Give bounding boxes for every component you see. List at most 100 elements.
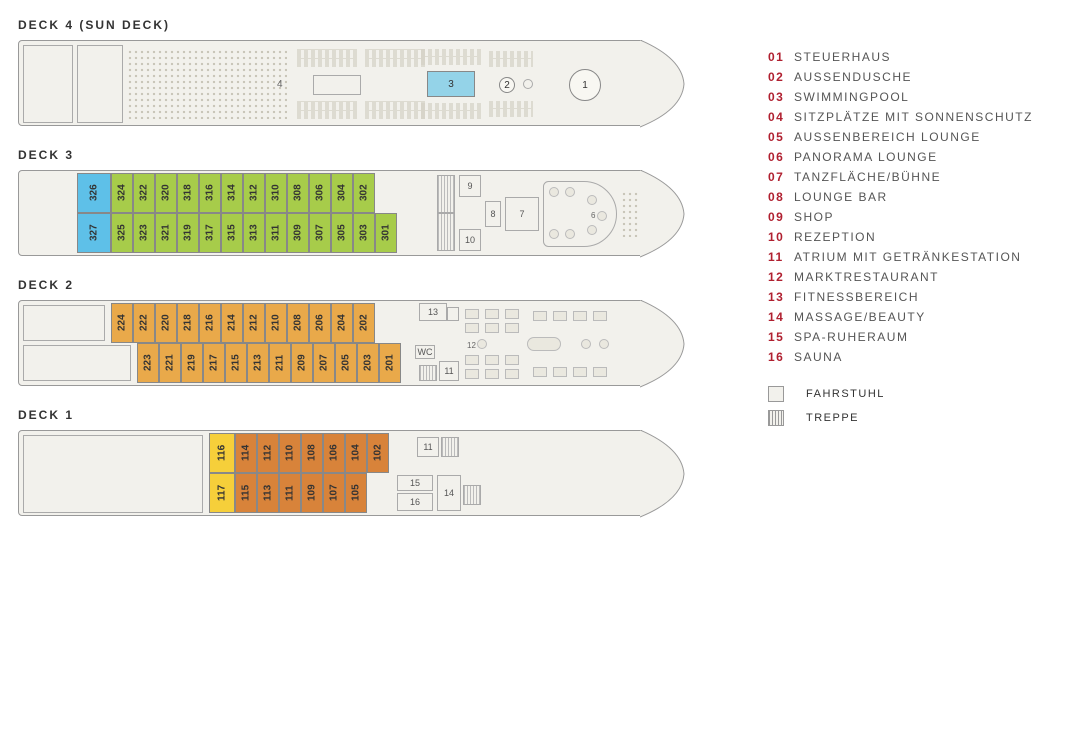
deck4-ship: 4 3 2 xyxy=(18,40,642,126)
cabin-203: 203 xyxy=(357,343,379,383)
legend-label: LOUNGE BAR xyxy=(794,190,888,204)
key-lift-label: FAHRSTUHL xyxy=(806,388,885,400)
cabin-321: 321 xyxy=(155,213,177,253)
cabin-311: 311 xyxy=(265,213,287,253)
legend-02: 02AUSSENDUSCHE xyxy=(768,70,1033,84)
cabin-306: 306 xyxy=(309,173,331,213)
cabin-211: 211 xyxy=(269,343,291,383)
cabin-305: 305 xyxy=(331,213,353,253)
legend-label: SPA-RUHERAUM xyxy=(794,330,908,344)
cabin-206: 206 xyxy=(309,303,331,343)
cabin-102: 102 xyxy=(367,433,389,473)
legend-num: 14 xyxy=(768,310,794,324)
cabin-217: 217 xyxy=(203,343,225,383)
legend-label: REZEPTION xyxy=(794,230,876,244)
cabin-308: 308 xyxy=(287,173,309,213)
map-key: FAHRSTUHL TREPPE xyxy=(768,386,1033,426)
cabin-207: 207 xyxy=(313,343,335,383)
legend-label: AUSSENBEREICH LOUNGE xyxy=(794,130,981,144)
deck4-section: DECK 4 (SUN DECK) 4 3 xyxy=(18,18,698,126)
legend-12: 12MARKTRESTAURANT xyxy=(768,270,1033,284)
legend-label: TANZFLÄCHE/BÜHNE xyxy=(794,170,941,184)
cabin-112: 112 xyxy=(257,433,279,473)
cabin-315: 315 xyxy=(221,213,243,253)
cabin-208: 208 xyxy=(287,303,309,343)
cabin-116: 116 xyxy=(209,433,235,473)
legend-num: 15 xyxy=(768,330,794,344)
deck2-bot-row: 223221219217215213211209207205203201 xyxy=(137,343,401,383)
cabin-324: 324 xyxy=(111,173,133,213)
cabin-303: 303 xyxy=(353,213,375,253)
deck-plans-column: DECK 4 (SUN DECK) 4 3 xyxy=(18,18,698,516)
deck3-top-row: 326324322320318316314312310308306304302 xyxy=(77,173,375,213)
legend-num: 08 xyxy=(768,190,794,204)
legend-14: 14MASSAGE/BEAUTY xyxy=(768,310,1033,324)
legend-03: 03SWIMMINGPOOL xyxy=(768,90,1033,104)
cabin-205: 205 xyxy=(335,343,357,383)
legend-09: 09SHOP xyxy=(768,210,1033,224)
cabin-215: 215 xyxy=(225,343,247,383)
stairs-icon xyxy=(768,410,784,426)
legend-04: 04SITZPLÄTZE MIT SONNENSCHUTZ xyxy=(768,110,1033,124)
cabin-309: 309 xyxy=(287,213,309,253)
legend-label: AUSSENDUSCHE xyxy=(794,70,912,84)
pool: 3 xyxy=(427,71,475,97)
cabin-109: 109 xyxy=(301,473,323,513)
legend-num: 07 xyxy=(768,170,794,184)
deck3-section: DECK 3 326324322320318316314312310308306… xyxy=(18,148,698,256)
legend-num: 03 xyxy=(768,90,794,104)
legend-label: PANORAMA LOUNGE xyxy=(794,150,938,164)
legend-num: 10 xyxy=(768,230,794,244)
zone-1-circle: 1 xyxy=(569,69,601,101)
legend-07: 07TANZFLÄCHE/BÜHNE xyxy=(768,170,1033,184)
cabin-327: 327 xyxy=(77,213,111,253)
legend-label: SWIMMINGPOOL xyxy=(794,90,909,104)
cabin-201: 201 xyxy=(379,343,401,383)
legend-16: 16SAUNA xyxy=(768,350,1033,364)
legend-13: 13FITNESSBEREICH xyxy=(768,290,1033,304)
lift-icon xyxy=(768,386,784,402)
legend-11: 11ATRIUM MIT GETRÄNKESTATION xyxy=(768,250,1033,264)
cabin-216: 216 xyxy=(199,303,221,343)
cabin-107: 107 xyxy=(323,473,345,513)
cabin-105: 105 xyxy=(345,473,367,513)
cabin-223: 223 xyxy=(137,343,159,383)
key-stairs-label: TREPPE xyxy=(806,412,859,424)
cabin-307: 307 xyxy=(309,213,331,253)
cabin-301: 301 xyxy=(375,213,397,253)
cabin-115: 115 xyxy=(235,473,257,513)
legend-10: 10REZEPTION xyxy=(768,230,1033,244)
legend-06: 06PANORAMA LOUNGE xyxy=(768,150,1033,164)
cabin-323: 323 xyxy=(133,213,155,253)
legend-label: SAUNA xyxy=(794,350,843,364)
legend-num: 05 xyxy=(768,130,794,144)
legend-15: 15SPA-RUHERAUM xyxy=(768,330,1033,344)
legend-label: MARKTRESTAURANT xyxy=(794,270,939,284)
deck3-ship: 326324322320318316314312310308306304302 … xyxy=(18,170,642,256)
legend-list: 01STEUERHAUS 02AUSSENDUSCHE 03SWIMMINGPOOL… xyxy=(768,50,1033,364)
legend-num: 01 xyxy=(768,50,794,64)
legend-label: MASSAGE/BEAUTY xyxy=(794,310,926,324)
deck1-ship: 116114112110108106104102 117115113111109… xyxy=(18,430,642,516)
cabin-302: 302 xyxy=(353,173,375,213)
cabin-224: 224 xyxy=(111,303,133,343)
cabin-202: 202 xyxy=(353,303,375,343)
deck1-section: DECK 1 116114112110108106104102 11711511… xyxy=(18,408,698,516)
cabin-111: 111 xyxy=(279,473,301,513)
cabin-221: 221 xyxy=(159,343,181,383)
legend-num: 04 xyxy=(768,110,794,124)
cabin-319: 319 xyxy=(177,213,199,253)
legend-label: STEUERHAUS xyxy=(794,50,891,64)
deck2-ship: 224222220218216214212210208206204202 223… xyxy=(18,300,642,386)
cabin-218: 218 xyxy=(177,303,199,343)
legend-01: 01STEUERHAUS xyxy=(768,50,1033,64)
deck1-title: DECK 1 xyxy=(18,408,698,422)
deck2-top-row: 224222220218216214212210208206204202 xyxy=(111,303,375,343)
cabin-114: 114 xyxy=(235,433,257,473)
seating-area xyxy=(127,49,287,119)
deck2-section: DECK 2 224222220218216214212210208206204… xyxy=(18,278,698,386)
legend-05: 05AUSSENBEREICH LOUNGE xyxy=(768,130,1033,144)
cabin-204: 204 xyxy=(331,303,353,343)
legend-num: 09 xyxy=(768,210,794,224)
cabin-117: 117 xyxy=(209,473,235,513)
